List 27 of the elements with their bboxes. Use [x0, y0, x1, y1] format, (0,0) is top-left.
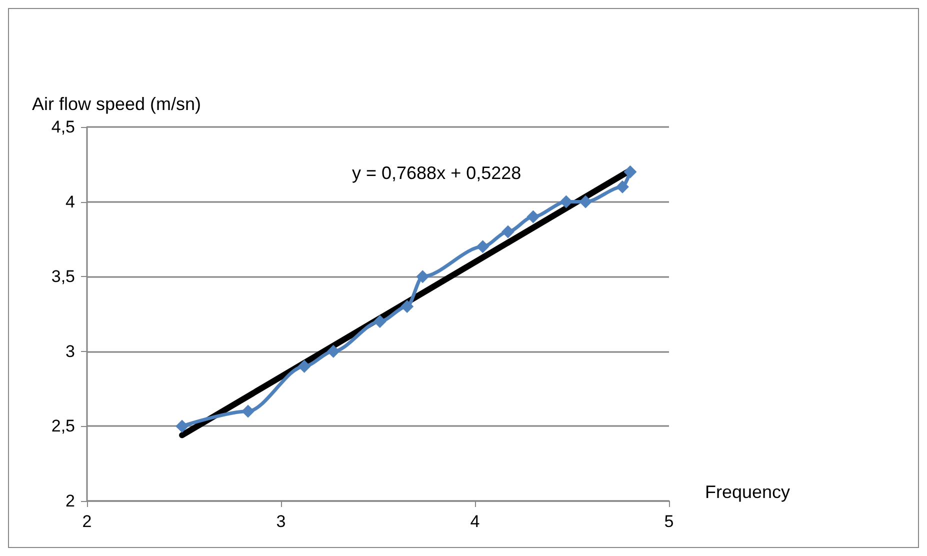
x-tick-label: 3	[276, 512, 286, 531]
point	[298, 360, 311, 373]
point	[242, 404, 255, 418]
y-tick-label: 4,5	[51, 118, 75, 136]
point	[326, 344, 340, 358]
x-tick-label: 2	[82, 512, 92, 531]
point	[624, 165, 637, 178]
y-tick-label: 4	[66, 192, 75, 212]
y-tick-label: 3,5	[51, 267, 75, 286]
point	[579, 195, 592, 208]
point	[176, 420, 189, 433]
annotation: y = 0,7688x + 0,5228	[352, 163, 522, 183]
point	[476, 240, 490, 254]
point	[416, 270, 430, 284]
point	[560, 195, 573, 208]
x-axis-title: Frequency	[705, 482, 790, 502]
point	[616, 180, 629, 194]
y-tick-label: 2	[66, 492, 75, 510]
point	[400, 300, 414, 314]
point	[373, 314, 386, 328]
x-tick-label: 4	[470, 512, 480, 531]
point	[501, 225, 514, 238]
y-tick-label: 3	[66, 342, 75, 361]
point	[526, 210, 540, 224]
y-axis-title: Air flow speed (m/sn)	[32, 94, 202, 114]
x-tick-label: 5	[664, 512, 674, 531]
y-tick-label: 2,5	[51, 416, 75, 436]
